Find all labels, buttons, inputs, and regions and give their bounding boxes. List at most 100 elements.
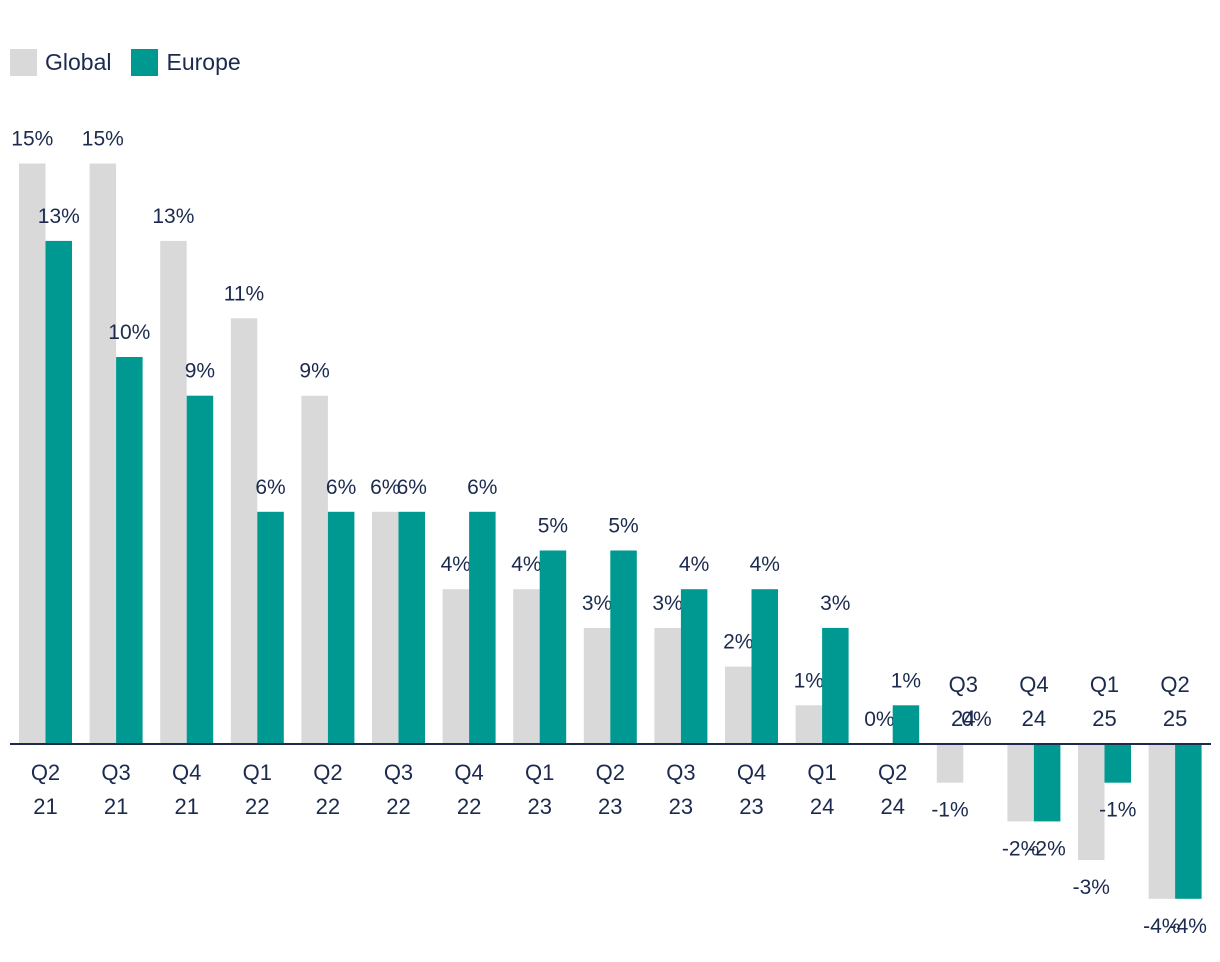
data-label-europe: -4% — [1170, 915, 1207, 938]
bar-global — [1007, 744, 1034, 822]
bar-global — [654, 627, 681, 744]
bar-europe — [186, 395, 214, 744]
bar-global — [1078, 744, 1105, 861]
data-label-europe: 6% — [326, 476, 356, 499]
legend-label-europe: Europe — [166, 49, 241, 75]
x-tick-label: 22 — [245, 794, 269, 819]
bar-global — [160, 240, 187, 744]
bar-global — [442, 589, 470, 744]
bar-europe — [1175, 744, 1202, 899]
x-tick-label: 23 — [527, 794, 551, 819]
x-tick-label: Q2 — [878, 760, 907, 785]
data-label-europe: 4% — [750, 553, 780, 576]
bar-europe — [116, 357, 143, 744]
data-label-global: -2% — [1002, 837, 1039, 860]
bar-europe — [822, 627, 849, 744]
data-label-global: 4% — [511, 553, 541, 576]
legend-swatch-europe — [131, 49, 159, 76]
x-tick-label: Q3 — [949, 672, 978, 697]
legend-swatch-global — [10, 49, 37, 76]
legend-label-global: Global — [45, 49, 112, 75]
bar-europe — [610, 550, 637, 744]
x-tick-label: Q2 — [1160, 672, 1189, 697]
data-label-europe: -2% — [1028, 837, 1065, 860]
bar-global — [795, 705, 823, 744]
data-label-europe: 6% — [255, 476, 285, 499]
bar-europe — [539, 550, 567, 744]
x-tick-label: 22 — [386, 794, 410, 819]
data-label-global: 3% — [582, 592, 612, 615]
bar-europe — [398, 511, 425, 744]
data-label-global: -4% — [1143, 915, 1180, 938]
data-label-global: 15% — [82, 128, 124, 151]
data-label-global: 3% — [652, 592, 682, 615]
bar-europe — [1104, 744, 1131, 783]
x-tick-label: 21 — [104, 794, 128, 819]
bar-global — [725, 666, 752, 744]
x-tick-label: Q1 — [243, 760, 272, 785]
legend-item-europe: Europe — [131, 49, 241, 76]
bar-europe — [257, 511, 284, 744]
data-label-europe: 4% — [679, 553, 709, 576]
data-label-global: 15% — [11, 128, 53, 151]
data-label-europe: 13% — [38, 205, 80, 228]
bar-global — [1148, 744, 1176, 899]
x-tick-label: 21 — [33, 794, 57, 819]
data-label-global: 11% — [224, 282, 264, 305]
bar-europe — [1033, 744, 1061, 822]
x-tick-label: 24 — [951, 706, 975, 731]
data-label-global: 4% — [441, 553, 471, 576]
bar-global — [230, 318, 258, 744]
bar-europe — [751, 589, 778, 744]
data-label-europe: 6% — [397, 476, 427, 499]
bar-europe — [892, 705, 920, 744]
data-label-global: -1% — [931, 799, 968, 822]
data-label-global: 6% — [370, 476, 400, 499]
data-label-europe: 5% — [538, 515, 568, 538]
bar-europe — [45, 240, 72, 744]
data-label-europe: 6% — [467, 476, 497, 499]
x-tick-label: Q1 — [807, 760, 836, 785]
bar-global — [513, 589, 540, 744]
x-tick-label: 21 — [174, 794, 198, 819]
bar-global — [372, 511, 399, 744]
bar-global — [583, 627, 611, 744]
x-tick-label: 25 — [1163, 706, 1187, 731]
x-tick-label: 23 — [739, 794, 763, 819]
bar-global — [301, 395, 328, 744]
data-label-europe: 1% — [891, 669, 921, 692]
x-tick-label: Q1 — [525, 760, 554, 785]
x-tick-label: 22 — [316, 794, 340, 819]
data-label-global: 9% — [299, 360, 329, 383]
x-tick-label: 24 — [880, 794, 904, 819]
chart-legend: Global Europe — [10, 49, 261, 76]
x-tick-label: 25 — [1092, 706, 1116, 731]
bar-global — [19, 163, 46, 744]
x-tick-label: Q2 — [31, 760, 60, 785]
data-label-europe: 10% — [108, 321, 150, 344]
bar-global — [936, 744, 964, 783]
bar-global — [89, 163, 117, 744]
x-tick-label: 23 — [669, 794, 693, 819]
bar-europe — [327, 511, 355, 744]
data-label-europe: 5% — [608, 515, 638, 538]
x-tick-label: 24 — [810, 794, 834, 819]
data-label-global: 1% — [794, 669, 824, 692]
bar-europe — [469, 511, 496, 744]
data-label-global: -3% — [1073, 876, 1110, 899]
x-tick-label: 22 — [457, 794, 481, 819]
x-tick-label: Q2 — [596, 760, 625, 785]
data-label-global: 0% — [864, 708, 894, 731]
x-tick-label: Q1 — [1090, 672, 1119, 697]
data-label-europe: 9% — [185, 360, 215, 383]
x-tick-label: Q3 — [384, 760, 413, 785]
x-tick-label: 24 — [1022, 706, 1046, 731]
data-label-europe: 3% — [820, 592, 850, 615]
data-label-europe: 0% — [961, 708, 991, 731]
x-tick-label: Q3 — [666, 760, 695, 785]
x-tick-label: Q4 — [1019, 672, 1048, 697]
data-label-europe: -1% — [1099, 799, 1136, 822]
x-tick-label: Q3 — [101, 760, 130, 785]
bar-europe — [680, 589, 708, 744]
